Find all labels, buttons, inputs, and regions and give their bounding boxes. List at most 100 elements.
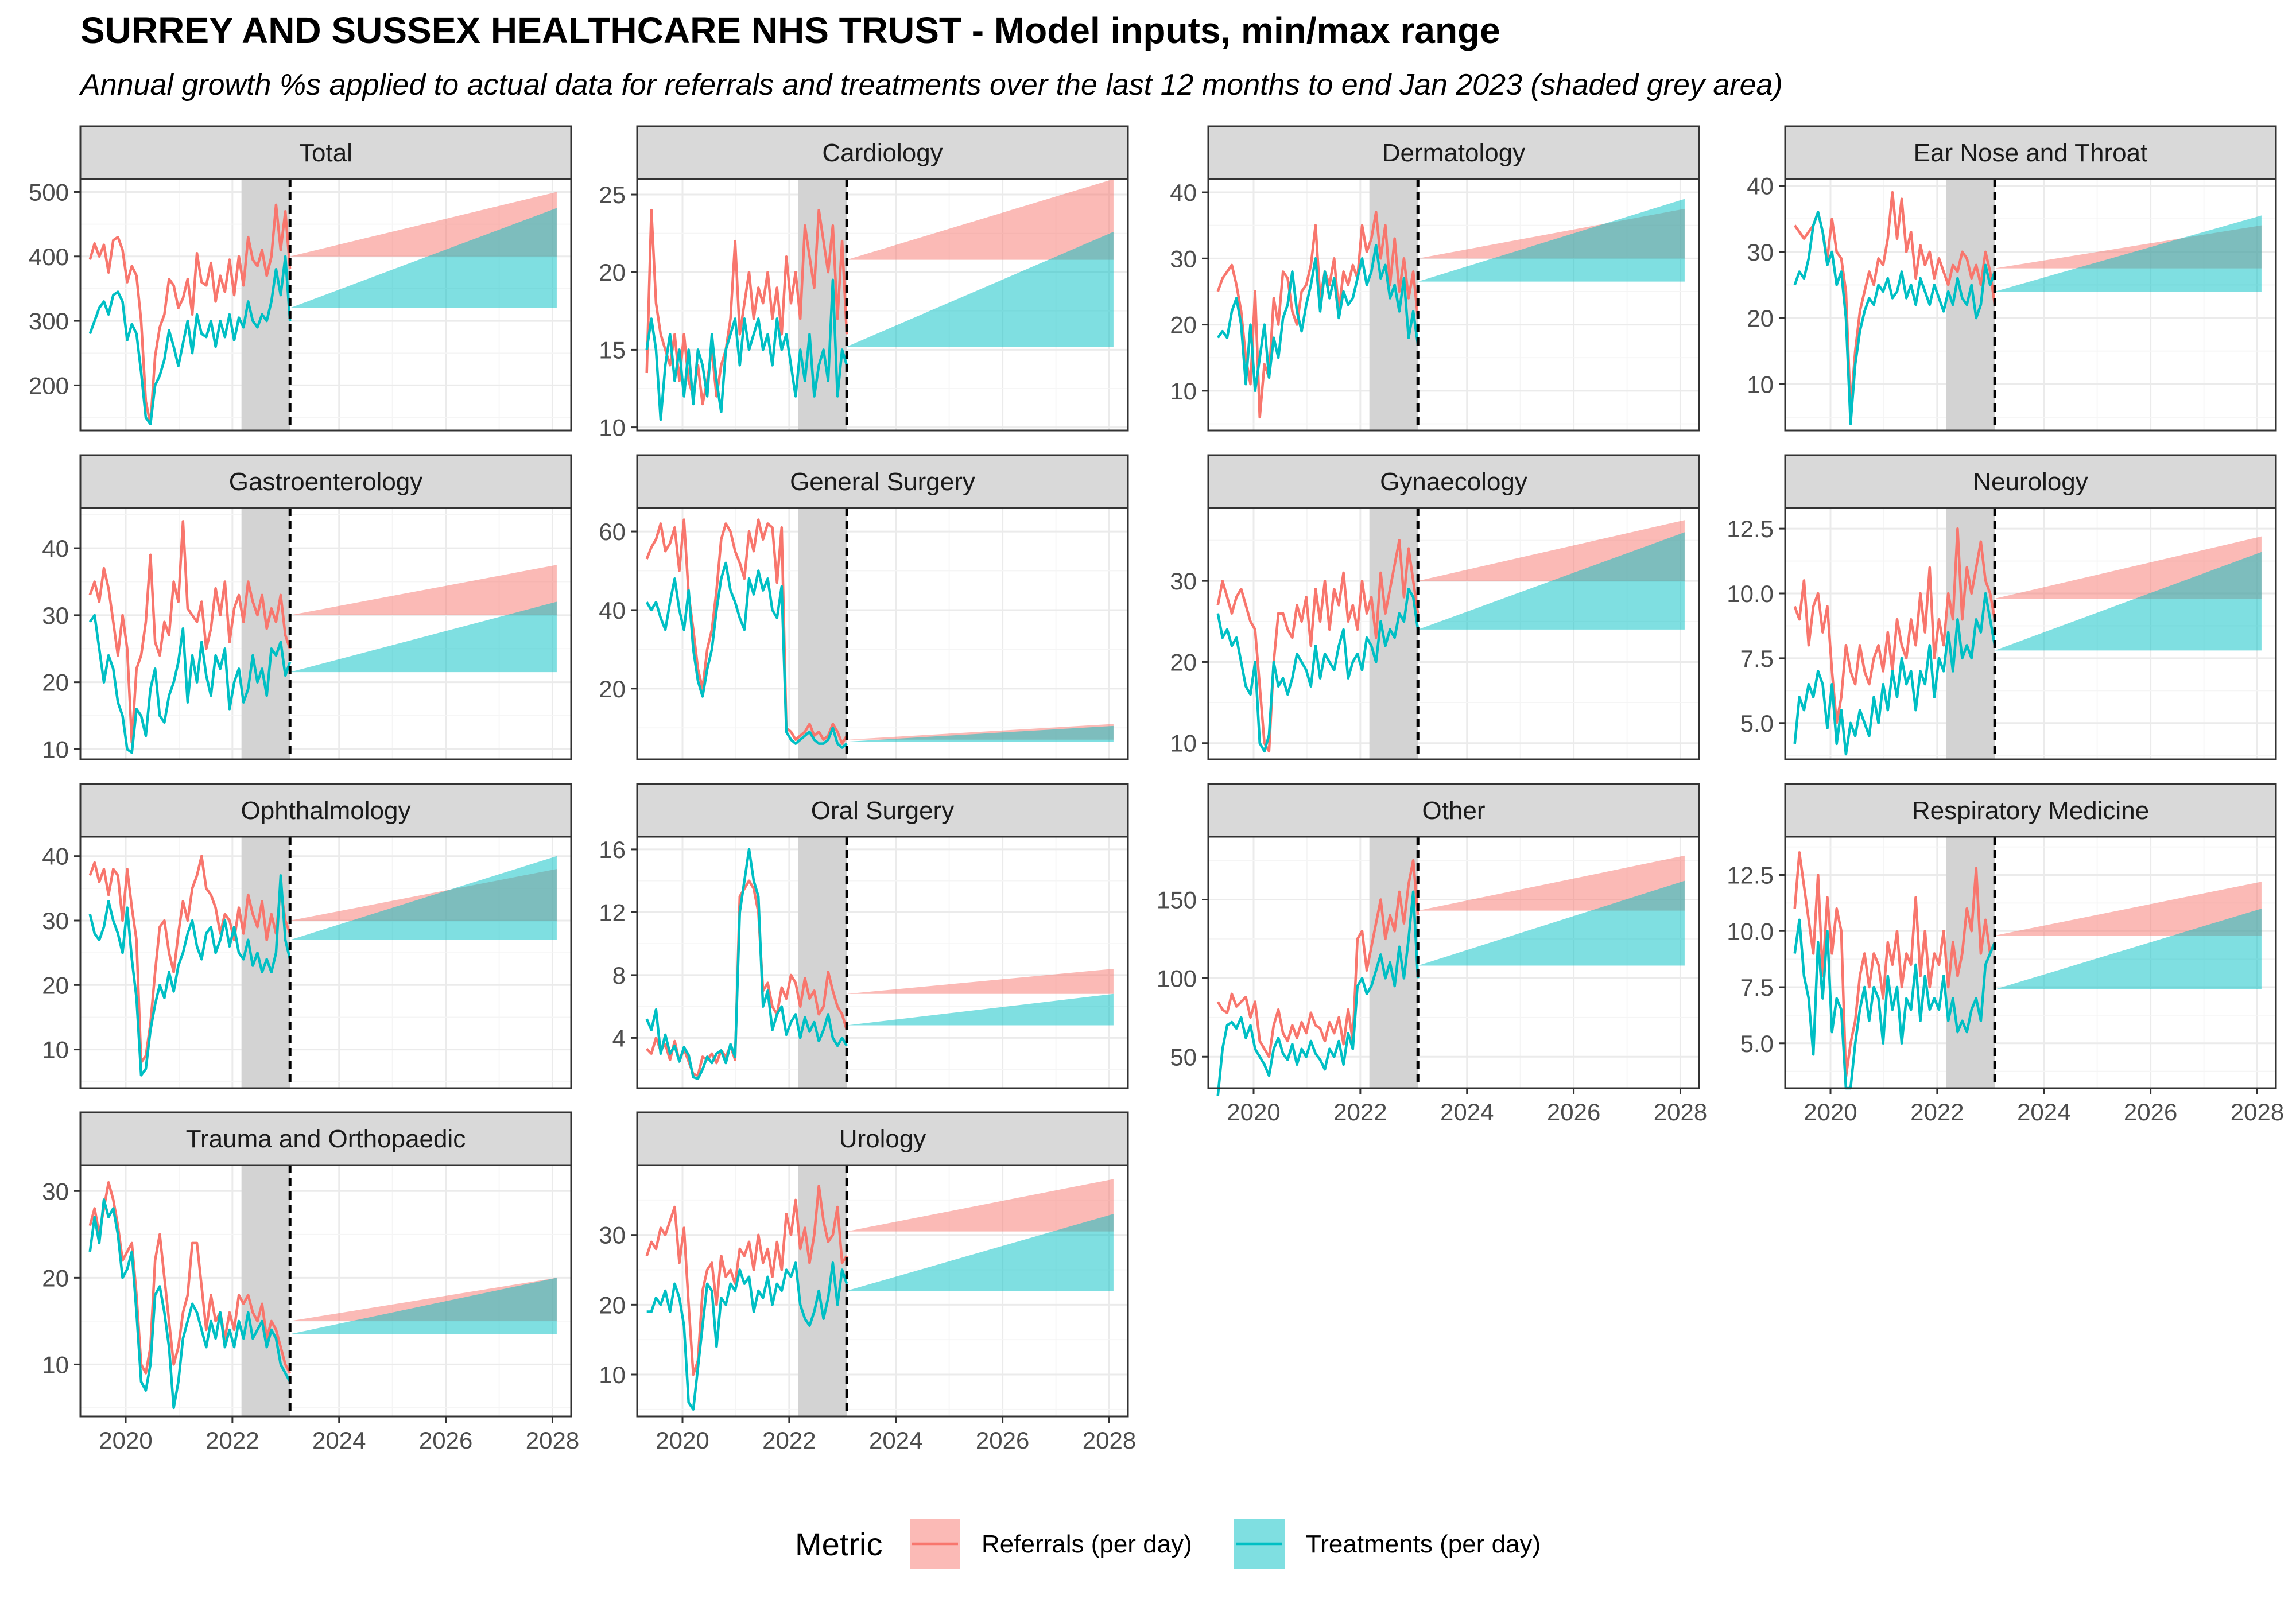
treatments-line: [646, 1261, 848, 1411]
treatments-line: [1216, 588, 1420, 753]
y-tick-label: 5.0: [1740, 1030, 1774, 1057]
facet-strip-label: Urology: [839, 1125, 926, 1153]
treatments-projection-band: [290, 1278, 557, 1334]
x-tick-label: 2028: [1654, 1098, 1707, 1125]
treatments-projection-band: [847, 725, 1114, 742]
panel-gastroenterology: Gastroenterology 10 20 30 40: [42, 454, 572, 763]
y-tick-label: 20: [599, 1291, 626, 1318]
referrals-line: [1793, 191, 1996, 412]
facet-strip: [79, 454, 572, 509]
referrals-projection-band: [1418, 855, 1685, 911]
facet-strip-label: Ophthalmology: [241, 797, 411, 825]
y-tick-label: 12.5: [1727, 515, 1774, 542]
shaded-period: [1946, 508, 1995, 759]
x-tick-label: 2028: [1083, 1427, 1136, 1454]
legend: Metric Referrals (per day) Treatments (per…: [795, 1519, 1541, 1569]
facet-strip: [1784, 125, 2277, 180]
y-tick-label: 30: [42, 907, 69, 934]
referrals-line: [1216, 211, 1420, 419]
x-tick-label: 2022: [1333, 1098, 1387, 1125]
panel-trauma-and-orthopaedic: Trauma and Orthopaedic 10 20 30 2020 2022 2024…: [42, 1111, 579, 1454]
treatments-line: [1793, 592, 1996, 756]
y-tick-label: 20: [1747, 305, 1774, 332]
treatments-projection-band: [847, 1214, 1114, 1291]
y-tick-label: 30: [42, 602, 69, 629]
x-tick-label: 2028: [526, 1427, 579, 1454]
y-tick-label: 10.0: [1727, 918, 1774, 945]
facet-strip-label: Cardiology: [822, 139, 943, 167]
facet-strip: [636, 454, 1129, 509]
referrals-projection-band: [290, 565, 557, 615]
legend-entry-label: Referrals (per day): [982, 1530, 1192, 1558]
treatments-line: [88, 1198, 292, 1410]
facet-strip: [636, 125, 1129, 180]
facet-strip: [1784, 454, 2277, 509]
referrals-line: [88, 1181, 292, 1375]
facet-strip-label: Dermatology: [1382, 139, 1525, 167]
treatments-line: [1216, 244, 1420, 393]
y-tick-label: 30: [1170, 568, 1197, 595]
x-tick-label: 2024: [312, 1427, 366, 1454]
facet-strip-label: Neurology: [1973, 468, 2088, 496]
y-tick-label: 20: [42, 669, 69, 696]
facet-strip-label: Oral Surgery: [811, 797, 954, 825]
y-tick-label: 20: [42, 1264, 69, 1291]
facet-strip: [1207, 783, 1700, 838]
x-tick-label: 2026: [976, 1427, 1029, 1454]
treatments-line: [88, 874, 292, 1077]
treatments-projection-band: [290, 208, 557, 308]
referrals-line: [645, 1185, 848, 1376]
y-tick-label: 20: [42, 972, 69, 999]
y-tick-label: 40: [1170, 179, 1197, 206]
y-tick-label: 150: [1157, 887, 1197, 914]
y-tick-label: 20: [1170, 649, 1197, 676]
panel-cardiology: Cardiology 10 15 20 25: [599, 125, 1129, 441]
shaded-period: [241, 508, 290, 759]
x-tick-label: 2020: [1804, 1098, 1857, 1125]
referrals-projection-band: [847, 179, 1114, 260]
facet-strip: [1784, 783, 2277, 838]
x-tick-label: 2026: [419, 1427, 472, 1454]
y-tick-label: 10: [42, 1037, 69, 1063]
y-tick-label: 20: [599, 259, 626, 286]
treatments-projection-band: [847, 231, 1114, 347]
chart-subtitle: Annual growth %s applied to actual data …: [80, 68, 1783, 102]
facet-strip: [1207, 454, 1700, 509]
legend-title: Metric: [795, 1526, 882, 1562]
panel-gynaecology: Gynaecology 10 20 30: [1170, 454, 1700, 760]
x-tick-label: 2020: [1227, 1098, 1280, 1125]
y-tick-label: 15: [599, 336, 626, 363]
referrals-line: [88, 203, 292, 426]
y-tick-label: 7.5: [1740, 645, 1774, 672]
x-tick-label: 2022: [762, 1427, 816, 1454]
x-tick-label: 2026: [2124, 1098, 2177, 1125]
x-tick-label: 2024: [1440, 1098, 1494, 1125]
treatments-projection-band: [1418, 199, 1685, 282]
x-tick-label: 2028: [2231, 1098, 2284, 1125]
facet-strip-label: Trauma and Orthopaedic: [186, 1125, 466, 1153]
treatments-line: [645, 848, 848, 1080]
y-tick-label: 16: [599, 836, 626, 863]
legend-entry-label: Treatments (per day): [1306, 1530, 1541, 1558]
referrals-line: [1793, 527, 1996, 725]
y-tick-label: 40: [42, 843, 69, 870]
panel-oral-surgery: Oral Surgery 4 8 12 16: [599, 783, 1129, 1089]
facet-strip-label: Total: [299, 139, 352, 167]
y-tick-label: 10: [1170, 378, 1197, 405]
shaded-period: [241, 1165, 290, 1416]
y-tick-label: 5.0: [1740, 710, 1774, 737]
y-tick-label: 400: [29, 243, 69, 270]
y-tick-label: 10: [599, 1361, 626, 1388]
y-tick-label: 10: [42, 736, 69, 763]
treatments-projection-band: [1418, 880, 1685, 966]
shaded-period: [798, 837, 847, 1088]
y-tick-label: 30: [1747, 239, 1774, 266]
referrals-line: [1216, 539, 1420, 753]
facet-strip: [1207, 125, 1700, 180]
x-tick-label: 2022: [1910, 1098, 1964, 1125]
treatments-line: [645, 278, 848, 421]
panel-background: [1785, 179, 2276, 430]
y-tick-label: 30: [599, 1222, 626, 1249]
y-tick-label: 40: [1747, 173, 1774, 200]
referrals-projection-band: [1995, 882, 2262, 936]
